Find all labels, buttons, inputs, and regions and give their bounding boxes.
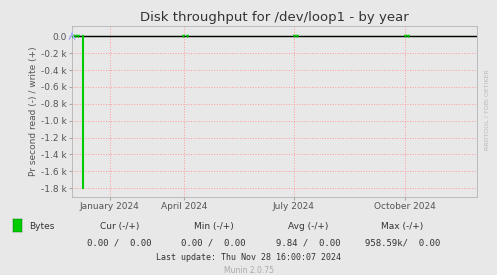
Text: Bytes: Bytes: [29, 222, 54, 231]
Text: Last update: Thu Nov 28 16:00:07 2024: Last update: Thu Nov 28 16:00:07 2024: [156, 253, 341, 262]
Text: Avg (-/+): Avg (-/+): [288, 222, 329, 231]
Title: Disk throughput for /dev/loop1 - by year: Disk throughput for /dev/loop1 - by year: [140, 10, 409, 24]
Text: RRDTOOL / TOBI OETIKER: RRDTOOL / TOBI OETIKER: [485, 70, 490, 150]
Text: Cur (-/+): Cur (-/+): [99, 222, 139, 231]
Text: Max (-/+): Max (-/+): [381, 222, 424, 231]
Y-axis label: Pr second read (-) / write (+): Pr second read (-) / write (+): [29, 46, 38, 176]
Text: 9.84 /  0.00: 9.84 / 0.00: [276, 239, 340, 248]
Text: 0.00 /  0.00: 0.00 / 0.00: [87, 239, 152, 248]
Text: 0.00 /  0.00: 0.00 / 0.00: [181, 239, 246, 248]
Text: Munin 2.0.75: Munin 2.0.75: [224, 266, 273, 274]
Text: 958.59k/  0.00: 958.59k/ 0.00: [365, 239, 440, 248]
Text: Min (-/+): Min (-/+): [194, 222, 234, 231]
